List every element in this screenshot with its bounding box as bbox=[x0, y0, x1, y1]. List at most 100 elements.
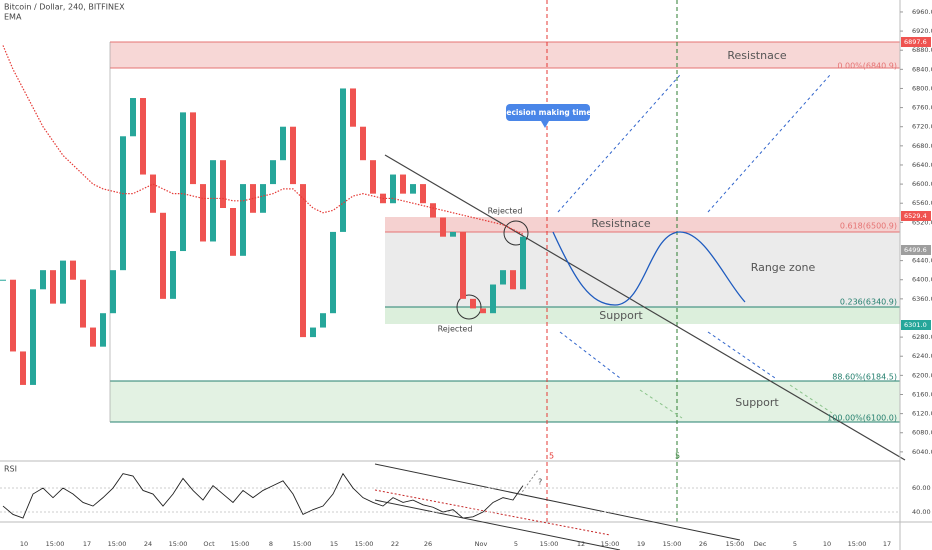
candle bbox=[10, 279, 16, 352]
x-tick-label: 24 bbox=[144, 540, 152, 548]
note: Rejected bbox=[438, 325, 473, 334]
y-tick-label: 6640.0 bbox=[912, 161, 932, 169]
candle bbox=[190, 112, 196, 185]
candle bbox=[360, 126, 366, 161]
candle bbox=[500, 270, 506, 285]
indicator-label: EMA bbox=[4, 13, 22, 22]
candle bbox=[100, 313, 106, 347]
vline-label: 5 bbox=[549, 452, 554, 461]
y-tick-label: 6240.0 bbox=[912, 352, 932, 360]
x-tick-label: 15:00 bbox=[169, 540, 188, 548]
y-tick-label: 6040.0 bbox=[912, 448, 932, 456]
chart-title: Bitcoin / Dollar, 240, BITFINEX bbox=[4, 3, 125, 12]
rsi-line bbox=[2, 472, 524, 519]
y-tick-label: 6080.0 bbox=[912, 429, 932, 437]
callout-box bbox=[506, 104, 590, 121]
candle bbox=[210, 160, 216, 242]
y-tick-label: 6360.0 bbox=[912, 295, 932, 303]
y-tick-label: 6840.0 bbox=[912, 65, 932, 73]
candle bbox=[220, 160, 226, 209]
y-tick-label: 6800.0 bbox=[912, 84, 932, 92]
zone-label: Resistnace bbox=[591, 217, 651, 230]
fib-label: 0.618(6500.9) bbox=[840, 222, 897, 231]
candle bbox=[110, 270, 116, 314]
candle bbox=[430, 203, 436, 218]
candle bbox=[300, 184, 306, 338]
price-tag-label: 6499.6 bbox=[904, 246, 927, 254]
x-tick-label: 15 bbox=[330, 540, 338, 548]
x-tick-label: 10 bbox=[20, 540, 28, 548]
arrows bbox=[639, 384, 833, 419]
x-tick-label: 15:00 bbox=[46, 540, 65, 548]
candle bbox=[290, 126, 296, 185]
candle bbox=[270, 160, 276, 185]
x-tick-label: 15:00 bbox=[231, 540, 250, 548]
zone-label: Resistnace bbox=[727, 49, 787, 62]
x-tick-label: Oct bbox=[203, 540, 215, 548]
candle bbox=[450, 231, 456, 237]
x-tick-label: 15:00 bbox=[540, 540, 559, 548]
x-tick-label: 15:00 bbox=[108, 540, 127, 548]
x-tick-label: 22 bbox=[391, 540, 399, 548]
fib-label: 0.236(6340.9) bbox=[840, 298, 897, 307]
fib-label: 88.60%(6184.5) bbox=[832, 373, 897, 382]
candle bbox=[40, 270, 46, 290]
x-tick-label: 15:00 bbox=[848, 540, 867, 548]
price-tag bbox=[901, 211, 931, 221]
y-tick-label: 6680.0 bbox=[912, 142, 932, 150]
candle bbox=[280, 126, 286, 161]
candle bbox=[370, 160, 376, 194]
price-tag bbox=[901, 245, 931, 255]
range-zone bbox=[385, 232, 900, 307]
callout-text: Decision making time? bbox=[500, 108, 596, 117]
price-tag bbox=[901, 320, 931, 330]
y-tick-label: 6200.0 bbox=[912, 371, 932, 379]
x-tick-label: 26 bbox=[699, 540, 707, 548]
candle bbox=[50, 270, 56, 304]
candle bbox=[410, 184, 416, 194]
candle bbox=[80, 279, 86, 328]
fib-label: 0.00%(6840.9) bbox=[837, 62, 897, 71]
callout-pointer bbox=[541, 121, 549, 128]
price-tag-label: 6529.4 bbox=[904, 212, 927, 220]
fib-label: 100.00%(6100.0) bbox=[827, 414, 897, 423]
candle bbox=[350, 88, 356, 127]
zone-label: Range zone bbox=[751, 261, 816, 274]
rsi-tick-label: 60.00 bbox=[912, 484, 931, 492]
candle bbox=[490, 284, 496, 314]
x-tick-label: 8 bbox=[269, 540, 273, 548]
candle bbox=[180, 112, 186, 252]
x-tick-label: 26 bbox=[424, 540, 432, 548]
x-tick-label: 17 bbox=[883, 540, 891, 548]
highlight-circle bbox=[456, 294, 482, 320]
y-tick-label: 6920.0 bbox=[912, 27, 932, 35]
x-tick-label: 19 bbox=[637, 540, 645, 548]
candle bbox=[390, 174, 396, 204]
candle bbox=[520, 236, 526, 290]
x-tick-label: 15:00 bbox=[355, 540, 374, 548]
candle bbox=[330, 231, 336, 314]
y-tick-label: 6760.0 bbox=[912, 104, 932, 112]
rsi-channel bbox=[374, 463, 741, 550]
rsi-tick-label: 40.00 bbox=[912, 508, 931, 516]
y-tick-label: 6400.0 bbox=[912, 276, 932, 284]
candle bbox=[130, 98, 136, 137]
candle bbox=[460, 231, 466, 299]
x-tick-label: 5 bbox=[514, 540, 518, 548]
rsi-arrow bbox=[519, 469, 539, 496]
support-zone bbox=[110, 381, 900, 422]
y-tick-label: 6120.0 bbox=[912, 410, 932, 418]
candle bbox=[150, 174, 156, 213]
y-tick-label: 6160.0 bbox=[912, 390, 932, 398]
candle bbox=[60, 260, 66, 304]
candle bbox=[240, 184, 246, 256]
candle bbox=[70, 260, 76, 280]
y-tick-label: 6720.0 bbox=[912, 123, 932, 131]
trend-line bbox=[384, 154, 906, 461]
candle bbox=[400, 174, 406, 194]
candle bbox=[440, 217, 446, 237]
vline-label: 5 bbox=[675, 452, 680, 461]
y-tick-label: 6280.0 bbox=[912, 333, 932, 341]
x-tick-label: 15:00 bbox=[601, 540, 620, 548]
